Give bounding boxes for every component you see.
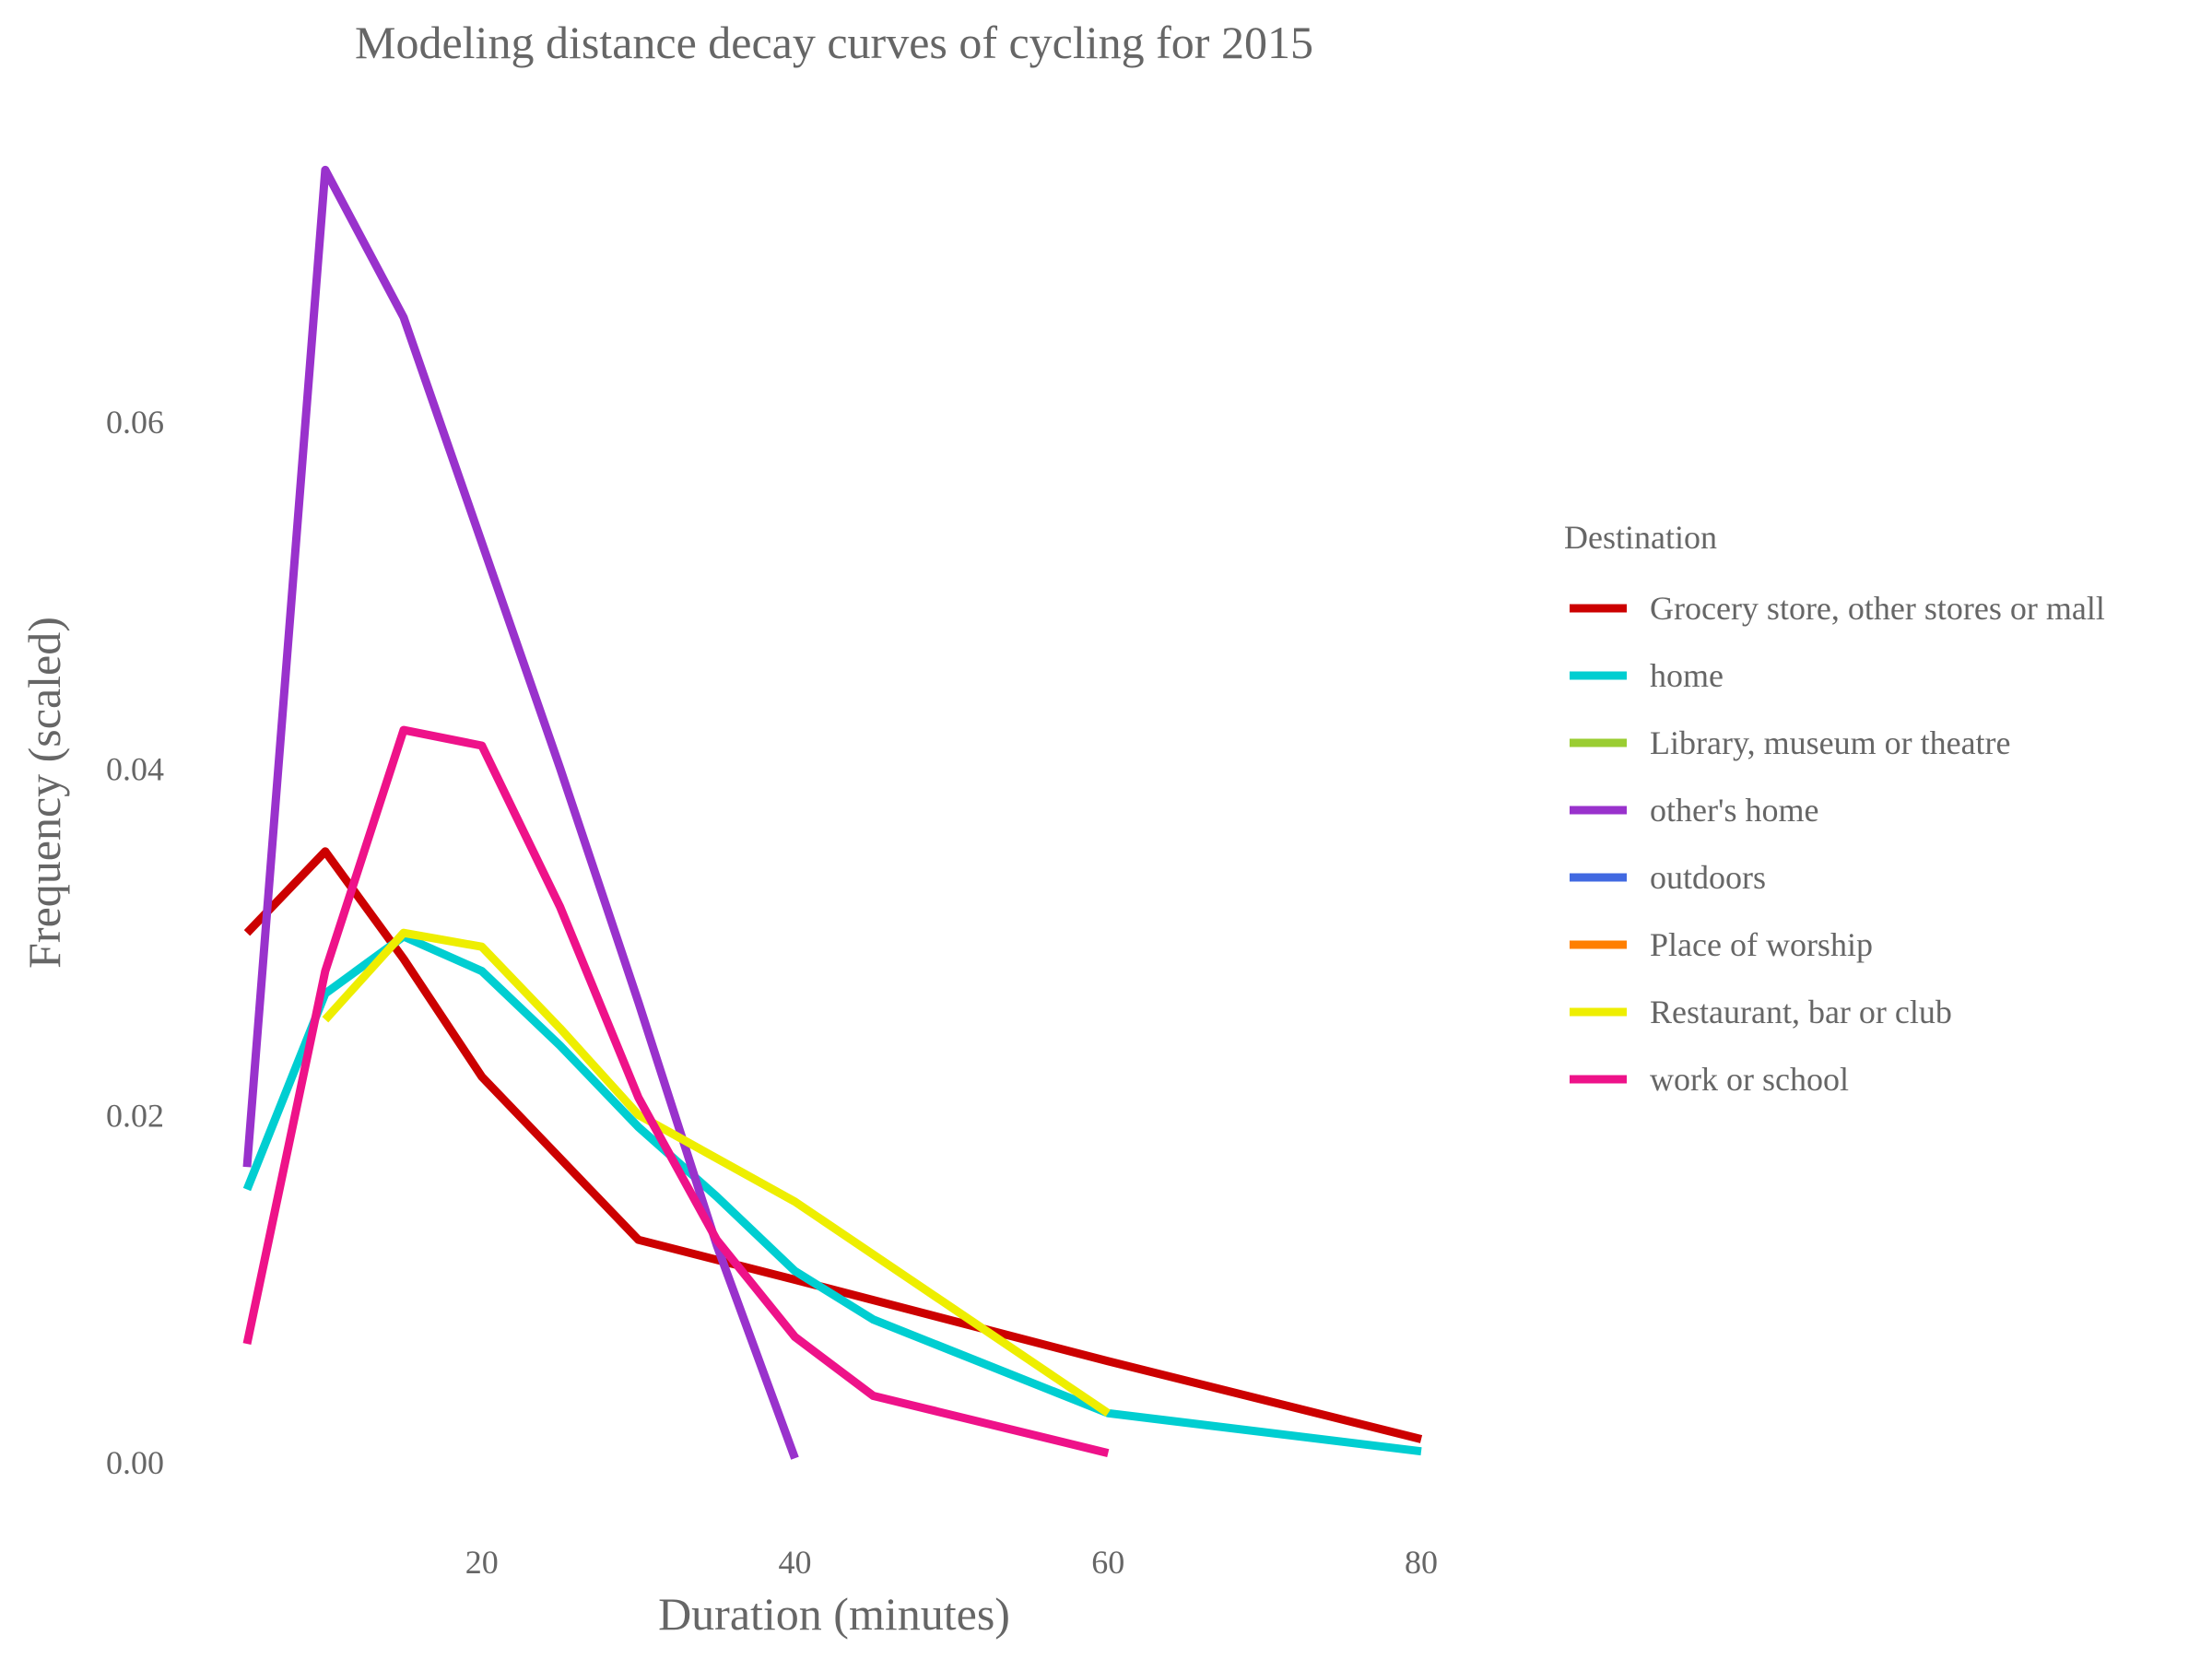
legend-label-outdoors: outdoors (1650, 859, 1766, 896)
x-tick-label: 20 (465, 1544, 499, 1581)
legend-label-library-museum-or-theatre: Library, museum or theatre (1650, 724, 2011, 761)
x-tick-label: 40 (779, 1544, 812, 1581)
x-axis-title: Duration (minutes) (658, 1588, 1010, 1640)
legend-label-home: home (1650, 657, 1724, 694)
y-tick-label: 0.04 (106, 750, 164, 787)
legend-title: Destination (1564, 519, 1717, 556)
chart-title: Modeling distance decay curves of cyclin… (355, 17, 1313, 68)
legend-label-restaurant-bar-or-club: Restaurant, bar or club (1650, 994, 1952, 1030)
series-line-home (242, 932, 1422, 1456)
y-tick-label: 0.02 (106, 1098, 164, 1135)
series-line-restaurant-bar-or-club (322, 928, 1111, 1418)
x-tick-label: 80 (1405, 1544, 1438, 1581)
x-tick-label: 60 (1091, 1544, 1124, 1581)
y-axis: 0.00 0.02 0.04 0.06 (106, 404, 164, 1481)
legend-label-place-of-worship: Place of worship (1650, 926, 1873, 963)
series-line-work-or-school (242, 725, 1110, 1457)
legend: Destination Grocery store, other stores … (1564, 519, 2105, 1098)
plot-area (242, 165, 1423, 1460)
series-line-other-s-home (242, 165, 799, 1460)
y-axis-title: Frequency (scaled) (18, 617, 70, 969)
y-tick-label: 0.06 (106, 404, 164, 441)
legend-label-grocery-store-other-stores-or-mall: Grocery store, other stores or mall (1650, 590, 2105, 627)
legend-label-work-or-school: work or school (1650, 1061, 1849, 1098)
y-tick-label: 0.00 (106, 1444, 164, 1481)
legend-label-other-s-home: other's home (1650, 792, 1818, 829)
x-axis: 20 40 60 80 (465, 1544, 1438, 1581)
